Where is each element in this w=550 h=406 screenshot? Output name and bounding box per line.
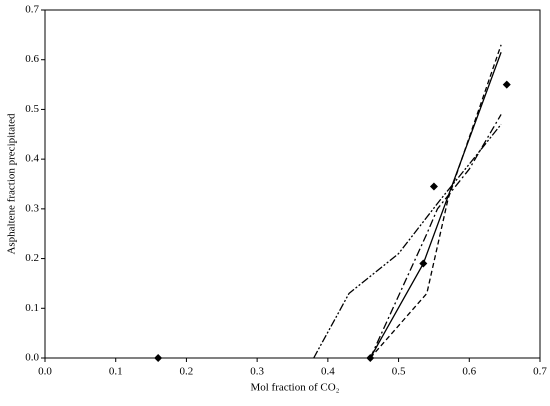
data-point xyxy=(502,80,511,89)
y-tick-label: 0.6 xyxy=(25,53,39,65)
y-tick-label: 0.5 xyxy=(25,103,39,115)
x-tick-label: 0.3 xyxy=(250,366,264,378)
y-axis-label: Asphaltene fraction precipitated xyxy=(6,113,18,255)
data-point xyxy=(154,354,163,362)
y-tick-label: 0.0 xyxy=(25,352,39,364)
x-axis-label: Mol fraction of CO₂ xyxy=(250,382,339,394)
x-tick-label: 0.1 xyxy=(109,366,123,378)
y-tick-label: 0.4 xyxy=(25,153,39,165)
x-tick-label: 0.4 xyxy=(321,366,335,378)
series-line xyxy=(369,114,502,359)
x-tick-label: 0.7 xyxy=(533,366,547,378)
plot-frame xyxy=(44,9,541,359)
series-line xyxy=(369,44,502,359)
x-tick-label: 0.2 xyxy=(180,366,194,378)
x-tick-label: 0.6 xyxy=(462,366,476,378)
y-tick-label: 0.3 xyxy=(25,202,39,214)
series-line xyxy=(313,123,502,359)
x-tick-label: 0.5 xyxy=(392,366,406,378)
y-tick-label: 0.7 xyxy=(25,4,39,16)
y-tick-label: 0.2 xyxy=(25,252,39,264)
x-tick-label: 0.0 xyxy=(38,366,52,378)
series-line xyxy=(369,52,502,359)
data-point xyxy=(429,182,438,191)
y-tick-label: 0.1 xyxy=(25,302,39,314)
